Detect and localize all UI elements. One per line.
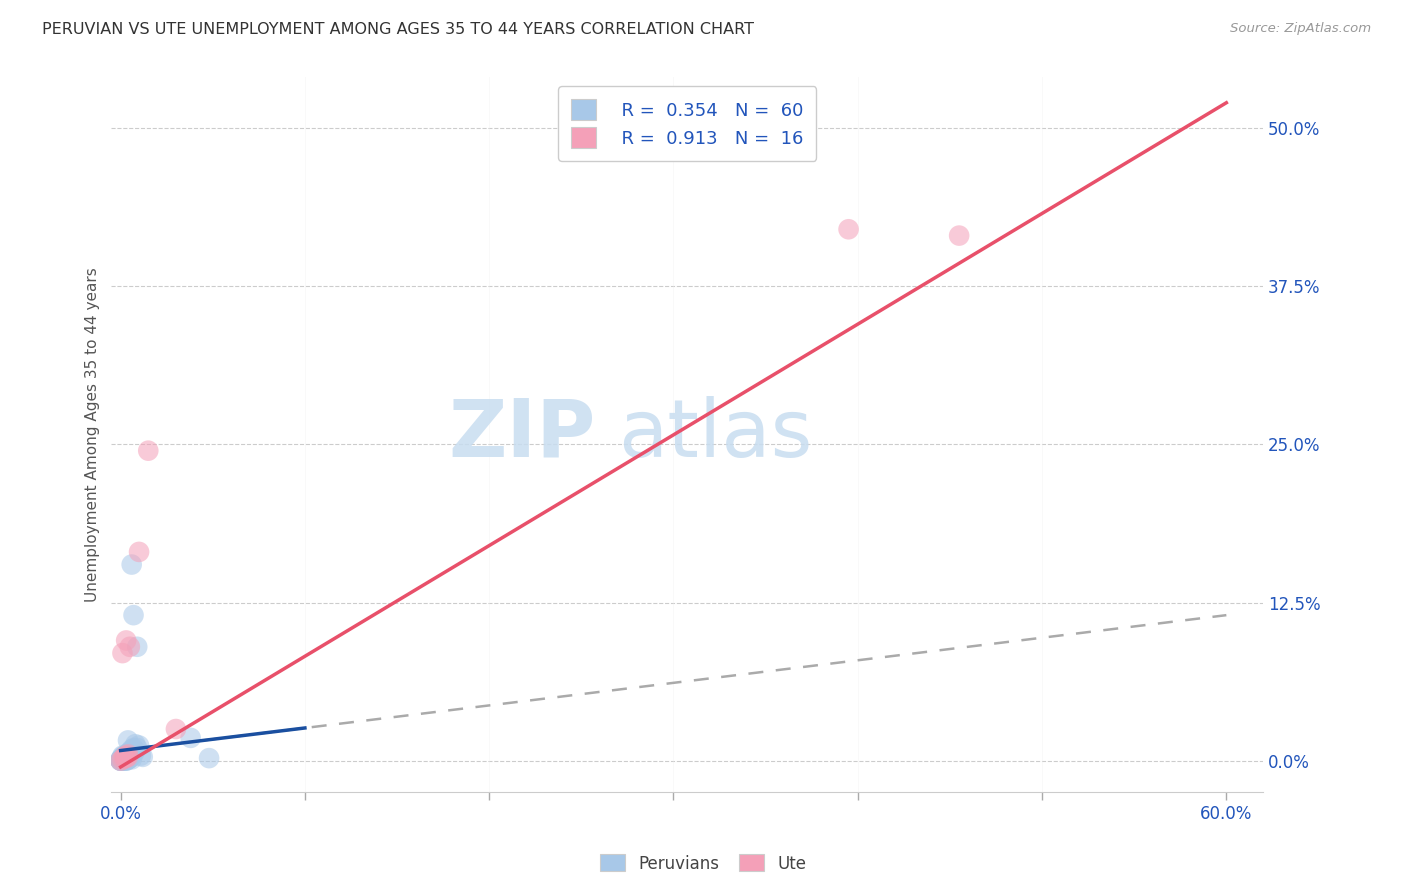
Legend: Peruvians, Ute: Peruvians, Ute <box>593 847 813 880</box>
Point <box>128 545 150 559</box>
Point <box>124 743 146 757</box>
Point <box>127 741 149 756</box>
Point <box>117 746 139 760</box>
Point <box>121 746 143 760</box>
Point <box>115 751 138 765</box>
Point <box>118 747 141 762</box>
Text: ZIP: ZIP <box>449 396 595 474</box>
Point <box>165 722 187 736</box>
Point <box>115 633 138 648</box>
Point <box>111 749 134 764</box>
Point <box>118 640 141 654</box>
Point <box>112 751 135 765</box>
Point <box>110 754 132 768</box>
Point <box>111 754 134 768</box>
Point <box>117 752 139 766</box>
Point <box>111 748 134 763</box>
Point <box>110 754 132 768</box>
Point <box>112 751 135 765</box>
Point <box>112 752 135 766</box>
Point <box>132 749 155 764</box>
Point <box>112 748 135 763</box>
Point <box>112 749 135 764</box>
Point <box>117 748 139 763</box>
Point <box>121 558 143 572</box>
Point <box>111 752 134 766</box>
Point <box>117 752 139 766</box>
Point <box>118 749 141 764</box>
Point <box>111 751 134 765</box>
Text: atlas: atlas <box>619 396 813 474</box>
Point <box>121 752 143 766</box>
Point <box>115 754 138 768</box>
Point <box>136 443 159 458</box>
Point <box>115 749 138 764</box>
Point <box>121 742 143 756</box>
Point <box>117 747 139 762</box>
Point <box>117 733 139 747</box>
Point <box>115 751 138 765</box>
Point <box>112 754 135 768</box>
Point <box>118 751 141 765</box>
Text: Source: ZipAtlas.com: Source: ZipAtlas.com <box>1230 22 1371 36</box>
Point <box>121 746 143 760</box>
Point <box>117 749 139 764</box>
Point <box>112 751 135 765</box>
Point <box>110 752 132 766</box>
Point <box>110 754 132 768</box>
Point <box>112 751 135 765</box>
Point <box>948 228 970 243</box>
Point <box>124 737 146 751</box>
Point <box>115 751 138 765</box>
Point <box>111 752 134 766</box>
Point <box>112 751 135 765</box>
Point <box>118 745 141 759</box>
Point <box>118 751 141 765</box>
Point <box>111 752 134 766</box>
Y-axis label: Unemployment Among Ages 35 to 44 years: Unemployment Among Ages 35 to 44 years <box>86 268 100 602</box>
Point <box>115 748 138 763</box>
Point <box>180 731 202 745</box>
Point <box>111 646 134 660</box>
Point <box>110 754 132 768</box>
Point <box>110 752 132 766</box>
Point <box>117 748 139 763</box>
Point <box>127 640 149 654</box>
Point <box>128 739 150 753</box>
Point <box>115 749 138 764</box>
Point <box>115 754 138 768</box>
Point <box>115 749 138 764</box>
Legend:   R =  0.354   N =  60,   R =  0.913   N =  16: R = 0.354 N = 60, R = 0.913 N = 16 <box>558 87 817 161</box>
Point <box>838 222 860 236</box>
Point <box>122 747 145 762</box>
Point <box>198 751 221 765</box>
Point <box>111 751 134 765</box>
Point <box>111 752 134 766</box>
Point <box>122 608 145 623</box>
Point <box>115 749 138 764</box>
Point <box>110 754 132 768</box>
Point <box>118 749 141 764</box>
Text: PERUVIAN VS UTE UNEMPLOYMENT AMONG AGES 35 TO 44 YEARS CORRELATION CHART: PERUVIAN VS UTE UNEMPLOYMENT AMONG AGES … <box>42 22 754 37</box>
Point <box>115 751 138 765</box>
Point <box>129 748 152 763</box>
Point <box>122 741 145 756</box>
Point <box>117 747 139 762</box>
